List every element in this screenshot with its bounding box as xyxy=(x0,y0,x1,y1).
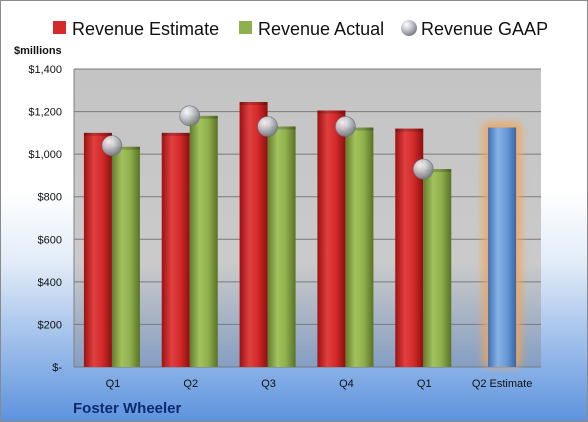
bar-revenue-estimate-cap xyxy=(239,101,268,105)
bar-revenue-estimate-cap xyxy=(83,132,112,136)
bar-marks xyxy=(83,101,522,368)
bar-revenue-estimate-cap xyxy=(395,128,424,132)
y-axis-ticks: $- $200 $400 $600 $800 $1,000 $1,200 $1,400 xyxy=(28,64,62,374)
x-axis-ticks: Q1 Q2 Q3 Q4 Q1 Q2 Estimate xyxy=(106,378,533,390)
bar-revenue-actual xyxy=(345,127,374,368)
x-tick-label: Q1 xyxy=(417,378,432,390)
plot-area xyxy=(74,69,541,367)
marker-revenue-gaap xyxy=(257,116,278,137)
bar-revenue-estimate xyxy=(83,132,112,367)
x-tick-label: Q1 xyxy=(106,378,121,390)
legend-label-estimate: Revenue Estimate xyxy=(72,19,219,39)
legend-swatch-actual xyxy=(239,21,252,34)
bar-revenue-estimate-cap xyxy=(317,110,346,114)
legend-swatch-estimate xyxy=(53,21,66,34)
company-name: Foster Wheeler xyxy=(73,400,182,417)
x-tick-label: Q2 Estimate xyxy=(472,378,533,390)
legend-label-actual: Revenue Actual xyxy=(258,19,384,39)
y-tick-label: $1,400 xyxy=(28,64,62,76)
x-tick-label: Q4 xyxy=(339,378,354,390)
bar-revenue-estimate xyxy=(317,110,346,367)
bar-revenue-estimate-cap xyxy=(161,132,190,136)
bar-revenue-actual-cap xyxy=(111,146,140,150)
y-tick-label: $- xyxy=(52,362,62,374)
gridlines xyxy=(73,68,541,368)
bar-revenue-estimate xyxy=(239,101,268,367)
bar-q2-estimate xyxy=(488,127,517,368)
marker-revenue-gaap xyxy=(412,158,434,180)
y-tick-label: $600 xyxy=(38,234,62,246)
bar-revenue-actual xyxy=(111,146,140,367)
y-tick-label: $1,000 xyxy=(28,149,62,161)
x-tick-label: Q2 xyxy=(183,378,198,390)
legend-swatch-gaap xyxy=(401,20,417,36)
x-tick-label: Q3 xyxy=(261,378,276,390)
y-tick-label: $400 xyxy=(38,277,62,289)
legend: Revenue Estimate Revenue Actual Revenue … xyxy=(53,19,548,39)
marker-revenue-gaap xyxy=(335,116,356,137)
bar-revenue-actual-cap xyxy=(423,169,452,173)
bar-revenue-actual xyxy=(189,115,218,367)
bar-revenue-actual-cap xyxy=(267,126,296,130)
bar-revenue-actual-cap xyxy=(345,127,374,131)
bar-revenue-actual xyxy=(267,126,296,367)
legend-label-gaap: Revenue GAAP xyxy=(421,19,548,39)
marker-revenue-gaap xyxy=(101,135,123,156)
marker-revenue-gaap xyxy=(179,105,201,127)
bar-revenue-estimate xyxy=(161,132,190,367)
y-tick-label: $800 xyxy=(38,192,62,204)
bar-revenue-actual-cap xyxy=(189,115,218,119)
bar-revenue-actual xyxy=(423,169,452,367)
y-tick-label: $200 xyxy=(38,319,62,331)
y-tick-label: $1,200 xyxy=(28,107,62,119)
y-axis-unit-label: $millions xyxy=(14,45,62,57)
